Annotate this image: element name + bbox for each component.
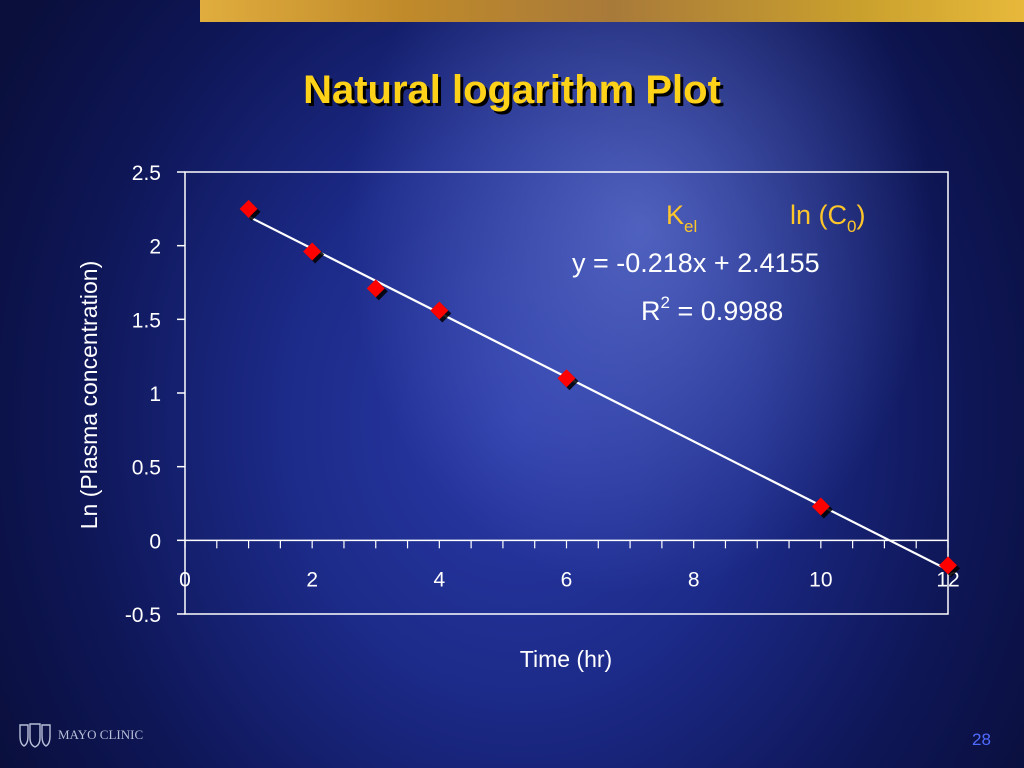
y-tick-label: 1 xyxy=(149,383,161,406)
page-number: 28 xyxy=(972,730,991,749)
x-tick-label: 2 xyxy=(306,568,318,591)
data-point xyxy=(239,199,258,218)
y-axis-title: Ln (Plasma concentration) xyxy=(76,261,102,529)
y-tick-label: 2 xyxy=(149,236,161,259)
ln-c0-label: ln (C0) xyxy=(790,200,866,236)
data-point xyxy=(366,279,385,298)
slide-title: Natural logarithm Plot xyxy=(303,68,721,112)
logo-text: MAYO CLINIC xyxy=(58,727,144,742)
kel-label: Kel xyxy=(666,200,698,236)
y-tick-label: 0 xyxy=(149,530,161,553)
y-tick-label: 2.5 xyxy=(132,162,161,185)
data-point xyxy=(939,556,957,575)
y-tick-label: -0.5 xyxy=(125,604,161,627)
data-point xyxy=(430,301,449,320)
x-axis-title: Time (hr) xyxy=(520,646,612,672)
top-accent-bar xyxy=(200,0,1024,22)
regression-equation: y = -0.218x + 2.4155 xyxy=(572,248,820,278)
trendline xyxy=(248,215,949,571)
x-tick-label: 0 xyxy=(179,568,191,591)
data-point xyxy=(303,242,322,261)
x-tick-label: 10 xyxy=(809,568,832,591)
mayo-clinic-logo: MAYO CLINIC xyxy=(18,722,143,748)
mayo-shield-icon xyxy=(19,723,51,748)
x-tick-label: 6 xyxy=(561,568,573,591)
y-tick-label: 0.5 xyxy=(132,457,161,480)
r-squared-label: R2 = 0.9988 xyxy=(641,293,784,326)
data-point xyxy=(811,497,830,516)
y-tick-label: 1.5 xyxy=(132,309,161,332)
x-tick-label: 8 xyxy=(688,568,700,591)
data-point xyxy=(557,369,576,388)
x-tick-label: 4 xyxy=(433,568,445,591)
